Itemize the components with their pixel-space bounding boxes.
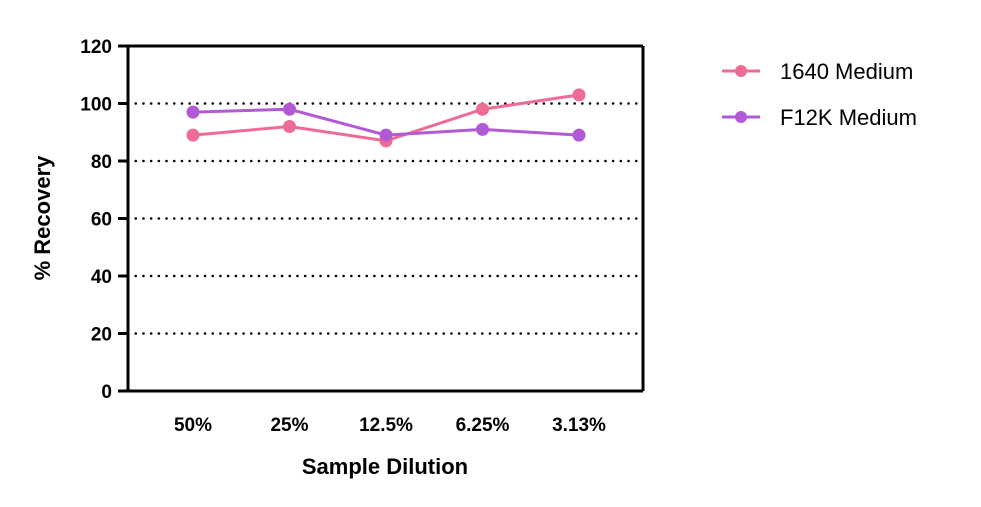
data-point-1-1 bbox=[283, 102, 296, 116]
data-point-1-3 bbox=[476, 122, 489, 136]
x-tick-label-0: 50% bbox=[174, 415, 212, 436]
data-point-0-3 bbox=[476, 102, 489, 116]
y-axis-ticks: 0 20 40 60 80 100 120 bbox=[80, 37, 128, 403]
x-tick-label-1: 25% bbox=[270, 415, 308, 436]
x-axis-title: Sample Dilution bbox=[302, 454, 468, 479]
x-tick-label-3: 6.25% bbox=[456, 415, 510, 436]
y-tick-label-80: 80 bbox=[91, 152, 112, 173]
legend-label-f12k: F12K Medium bbox=[780, 105, 917, 130]
data-point-0-4 bbox=[572, 88, 586, 102]
y-tick-label-60: 60 bbox=[91, 210, 112, 231]
grid-lines bbox=[126, 102, 645, 335]
legend-marker-f12k bbox=[735, 111, 747, 123]
y-axis-title: % Recovery bbox=[30, 155, 55, 281]
x-axis-ticks: 50% 25% 12.5% 6.25% 3.13% bbox=[174, 415, 606, 436]
series bbox=[186, 88, 586, 148]
legend-label-1640: 1640 Medium bbox=[780, 59, 913, 84]
y-tick-label-40: 40 bbox=[91, 267, 112, 288]
y-tick-label-100: 100 bbox=[80, 95, 112, 116]
data-point-0-1 bbox=[283, 120, 296, 133]
x-tick-label-2: 12.5% bbox=[359, 415, 413, 436]
data-point-1-4 bbox=[572, 128, 586, 142]
y-tick-label-120: 120 bbox=[80, 37, 112, 58]
data-point-0-0 bbox=[186, 128, 200, 142]
legend-item-1640: 1640 Medium bbox=[722, 59, 913, 84]
y-tick-label-0: 0 bbox=[101, 382, 112, 403]
x-tick-label-4: 3.13% bbox=[552, 415, 606, 436]
legend-item-f12k: F12K Medium bbox=[722, 105, 917, 130]
y-tick-label-20: 20 bbox=[91, 325, 112, 346]
series-1 bbox=[186, 102, 586, 142]
data-point-1-0 bbox=[186, 105, 200, 119]
legend-marker-1640 bbox=[735, 65, 747, 77]
legend: 1640 Medium F12K Medium bbox=[722, 59, 917, 130]
data-point-1-2 bbox=[379, 128, 393, 142]
